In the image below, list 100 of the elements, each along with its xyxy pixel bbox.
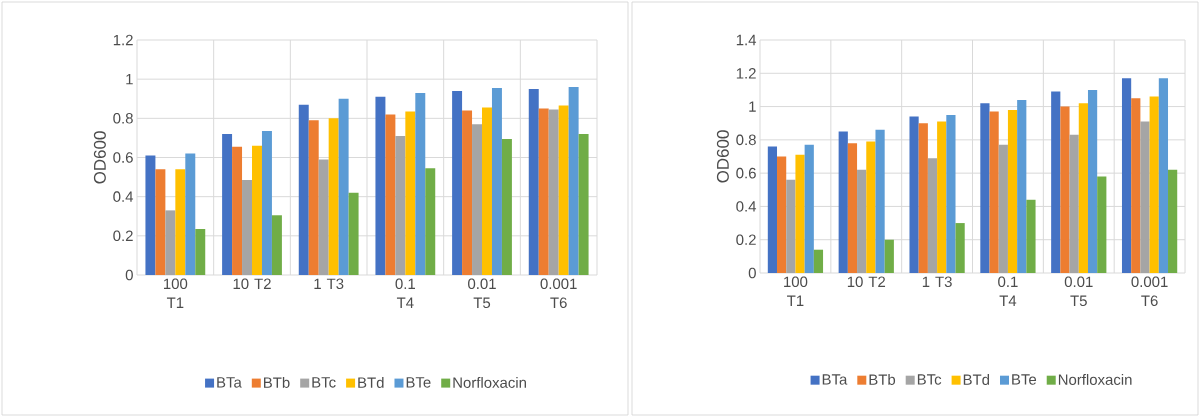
x-tick-label: 1 T3 — [922, 276, 952, 288]
bar — [847, 143, 858, 273]
bar — [927, 158, 938, 273]
x-tick-label: 100 T1 — [164, 278, 188, 308]
x-tick-label: 0.01 T5 — [1064, 276, 1093, 307]
bar — [165, 210, 176, 275]
bar — [308, 120, 319, 275]
bar — [1060, 106, 1070, 273]
bar — [1131, 98, 1141, 273]
bar — [1158, 78, 1169, 273]
y-tick-label: 0.8 — [736, 134, 756, 146]
bar — [242, 180, 253, 275]
bar — [1069, 134, 1079, 273]
bar — [185, 153, 196, 275]
y-tick-label: 0.4 — [113, 191, 134, 202]
bar — [866, 141, 876, 273]
bar — [1078, 103, 1088, 273]
bar — [491, 87, 502, 275]
y-tick-label: 0 — [125, 269, 133, 281]
legend-label: BTa — [217, 377, 242, 388]
bar — [328, 118, 339, 275]
bar — [271, 215, 282, 275]
bar — [472, 124, 483, 275]
bar — [1140, 121, 1150, 273]
bar — [232, 146, 243, 275]
bar — [375, 96, 386, 275]
bar — [955, 223, 965, 273]
bar — [1121, 78, 1132, 273]
bar — [558, 105, 569, 275]
bar — [946, 114, 956, 273]
legend-label: Norfloxacin — [453, 376, 526, 388]
bar — [857, 169, 867, 273]
y-tick-label: 0.2 — [736, 234, 756, 245]
bar — [1097, 176, 1107, 273]
legend-label: BTe — [406, 377, 431, 388]
bar — [568, 87, 579, 275]
x-tick-label: 1 T3 — [314, 278, 344, 290]
x-tick-label: 0.001 T6 — [1131, 276, 1168, 307]
y-tick-label: 1 — [749, 101, 756, 112]
y-tick-label: 0.6 — [113, 152, 133, 163]
y-tick-label: 0 — [748, 267, 756, 279]
bar — [884, 239, 894, 273]
bar — [813, 249, 824, 273]
bar — [909, 116, 919, 273]
x-tick-label: 0.1 T4 — [395, 278, 415, 308]
bar — [222, 134, 233, 275]
bar — [998, 144, 1008, 273]
bar — [1051, 91, 1061, 273]
legend-label: BTe — [1012, 374, 1037, 385]
legend-label: BTd — [358, 376, 384, 388]
y-axis-title: OD600 — [93, 131, 106, 184]
bar — [462, 110, 473, 275]
bar — [578, 134, 589, 275]
x-tick-label: 0.1 T4 — [998, 276, 1018, 306]
bar — [145, 155, 156, 275]
bar — [548, 109, 559, 275]
bar — [1168, 169, 1178, 273]
legend-label: BTc — [312, 377, 336, 388]
bar — [528, 88, 539, 275]
legend-label: BTa — [822, 374, 848, 385]
bar — [348, 192, 359, 275]
bar — [1017, 99, 1027, 273]
legend-label: BTb — [264, 376, 290, 388]
bar — [395, 135, 406, 275]
bar — [501, 138, 512, 275]
bar — [838, 131, 848, 273]
bar — [804, 144, 814, 273]
bar — [405, 111, 416, 275]
y-tick-label: 1.2 — [113, 34, 133, 46]
bar — [425, 168, 436, 275]
y-tick-label: 1.2 — [736, 68, 756, 79]
bar — [538, 108, 549, 275]
y-tick-label: 1 — [126, 74, 133, 85]
x-tick-label: 0.01 T5 — [468, 278, 496, 309]
bar — [318, 159, 329, 275]
bar — [385, 114, 396, 275]
bar — [989, 111, 999, 273]
x-tick-label: 10 T2 — [847, 276, 886, 288]
bar — [452, 90, 463, 275]
bar — [261, 131, 272, 275]
legend-label: BTd — [963, 374, 990, 385]
bar — [980, 103, 990, 273]
bar — [875, 129, 885, 273]
bar — [195, 228, 206, 275]
bar — [252, 145, 262, 275]
y-tick-label: 0.6 — [736, 167, 756, 179]
bar — [795, 154, 805, 273]
legend-label: Norfloxacin — [1058, 374, 1132, 385]
legend-label: BTb — [869, 374, 896, 385]
bar — [1026, 199, 1036, 273]
bar — [175, 169, 186, 275]
bar — [918, 123, 928, 273]
y-tick-label: 0.2 — [113, 230, 133, 242]
x-tick-label: 100 T1 — [784, 276, 808, 306]
legend-label: BTc — [917, 374, 942, 385]
bar — [1007, 109, 1018, 273]
bar — [767, 146, 778, 273]
bar — [937, 121, 947, 273]
bar — [298, 104, 309, 275]
bar — [338, 98, 349, 275]
